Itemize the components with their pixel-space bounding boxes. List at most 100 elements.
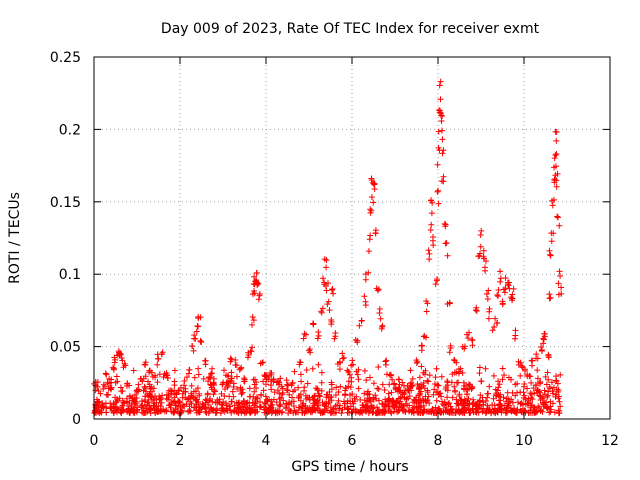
data-point: [291, 368, 298, 375]
data-point: [248, 404, 255, 411]
data-point: [424, 377, 431, 384]
data-point: [311, 393, 318, 400]
data-point: [460, 409, 467, 416]
data-point: [439, 127, 446, 134]
data-point: [314, 335, 321, 342]
data-point: [431, 409, 438, 416]
data-point: [328, 318, 335, 325]
data-point: [304, 380, 311, 387]
data-point: [459, 401, 466, 408]
data-point: [168, 387, 175, 394]
data-point: [447, 342, 454, 349]
data-point: [163, 372, 170, 379]
data-point: [532, 382, 539, 389]
data-point: [146, 367, 153, 374]
data-point: [477, 243, 484, 250]
data-point: [319, 409, 326, 416]
data-point: [553, 183, 560, 190]
data-point: [279, 391, 286, 398]
data-point: [146, 405, 153, 412]
data-point: [553, 386, 560, 393]
data-point: [490, 372, 497, 379]
data-point: [478, 378, 485, 385]
data-point: [318, 379, 325, 386]
data-point: [243, 408, 250, 415]
data-point: [424, 389, 431, 396]
data-point: [233, 373, 240, 380]
data-point: [335, 389, 342, 396]
data-point: [330, 405, 337, 412]
data-point: [395, 376, 402, 383]
data-point: [374, 287, 381, 294]
data-point: [237, 387, 244, 394]
data-point: [154, 361, 161, 368]
data-point: [224, 373, 231, 380]
data-point: [231, 407, 238, 414]
data-point: [228, 398, 235, 405]
data-point: [418, 342, 425, 349]
data-point: [152, 409, 159, 416]
data-point: [399, 391, 406, 398]
data-point: [485, 390, 492, 397]
data-point: [444, 378, 451, 385]
data-point: [253, 269, 260, 276]
data-point: [241, 378, 248, 385]
data-point: [150, 385, 157, 392]
data-point: [428, 210, 435, 217]
data-point: [371, 185, 378, 192]
data-point: [118, 388, 125, 395]
data-point: [185, 408, 192, 415]
data-point: [123, 395, 130, 402]
data-point: [469, 342, 476, 349]
data-point: [422, 393, 429, 400]
data-point: [502, 274, 509, 281]
data-point: [323, 287, 330, 294]
data-point: [533, 351, 540, 358]
data-point: [451, 357, 458, 364]
data-point: [410, 410, 417, 417]
data-point: [421, 385, 428, 392]
data-point: [355, 385, 362, 392]
data-point: [104, 379, 111, 386]
data-point: [477, 231, 484, 238]
data-point: [319, 399, 326, 406]
data-point: [181, 382, 188, 389]
data-point: [229, 388, 236, 395]
data-point: [348, 378, 355, 385]
data-point: [363, 377, 370, 384]
data-point: [273, 399, 280, 406]
data-point: [531, 404, 538, 411]
data-point: [414, 358, 421, 365]
data-point: [556, 222, 563, 229]
data-point: [234, 385, 241, 392]
data-point: [542, 373, 549, 380]
data-point: [119, 397, 126, 404]
data-point: [262, 393, 269, 400]
data-point: [394, 398, 401, 405]
data-point: [517, 372, 524, 379]
data-point: [435, 187, 442, 194]
data-point: [111, 359, 118, 366]
data-point: [232, 362, 239, 369]
data-point: [332, 409, 339, 416]
data-point: [347, 398, 354, 405]
data-point: [538, 348, 545, 355]
data-point: [195, 365, 202, 372]
data-point: [382, 358, 389, 365]
data-point: [364, 403, 371, 410]
data-point: [261, 399, 268, 406]
data-point: [432, 281, 439, 288]
data-point: [287, 407, 294, 414]
data-point: [367, 374, 374, 381]
data-point: [346, 392, 353, 399]
data-point: [524, 385, 531, 392]
data-point: [328, 381, 335, 388]
data-point: [508, 294, 515, 301]
data-point: [268, 371, 275, 378]
data-point: [478, 227, 485, 234]
data-point: [316, 392, 323, 399]
data-point: [260, 387, 267, 394]
data-point: [271, 389, 278, 396]
data-point: [108, 386, 115, 393]
data-point: [553, 128, 560, 135]
